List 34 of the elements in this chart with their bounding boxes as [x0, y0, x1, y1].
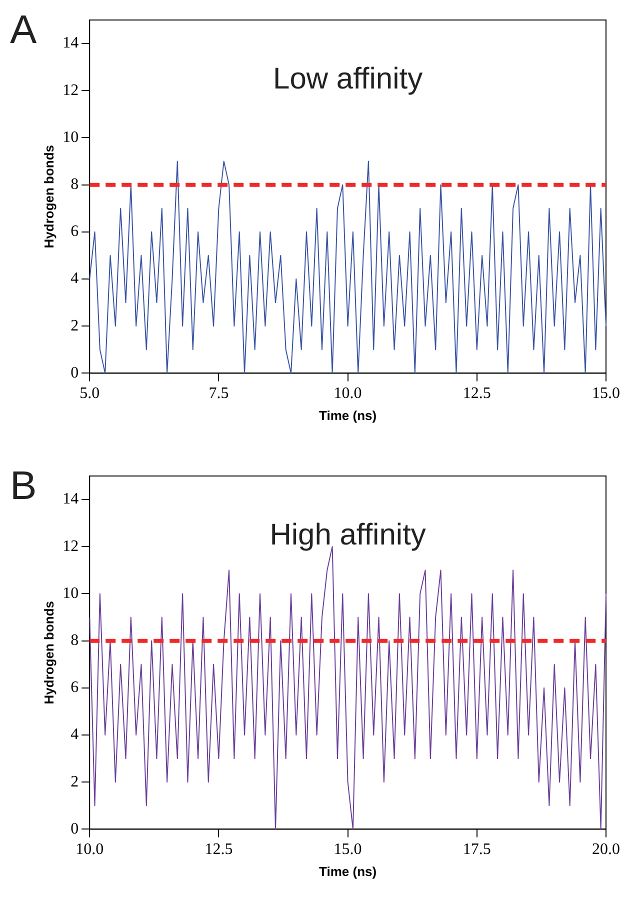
x-tick-label: 12.5 [462, 385, 491, 402]
y-tick-label: 2 [70, 317, 79, 334]
x-tick-label: 10.0 [76, 841, 104, 858]
y-tick-label: 0 [70, 364, 79, 382]
y-tick-label: 4 [70, 726, 79, 744]
text: B [10, 464, 37, 509]
y-tick-label: 10 [62, 128, 79, 146]
text: High affinity [270, 518, 426, 552]
y-tick-label: 4 [70, 270, 79, 288]
y-tick-label: 6 [70, 679, 79, 696]
x-tick-label: 10.0 [334, 385, 362, 402]
x-tick-label: 15.0 [592, 385, 620, 402]
y-tick-label: 14 [62, 490, 79, 508]
y-tick-label: 14 [62, 34, 79, 52]
y-tick-label: 8 [70, 632, 79, 650]
x-tick-label: 20.0 [592, 841, 620, 858]
x-tick-label: 5.0 [80, 385, 100, 402]
y-tick-label: 12 [62, 538, 79, 555]
y-tick-label: 10 [62, 584, 79, 602]
y-axis-title: Hydrogen bonds [41, 600, 56, 704]
y-tick-label: 2 [70, 773, 79, 790]
y-tick-label: 8 [70, 176, 79, 194]
x-tick-label: 12.5 [204, 841, 233, 858]
x-tick-label: 15.0 [334, 841, 362, 858]
x-tick-label: 7.5 [208, 385, 229, 402]
x-axis-title: Time (ns) [319, 408, 377, 423]
x-axis-title: Time (ns) [319, 864, 377, 879]
y-tick-label: 6 [70, 223, 79, 240]
x-tick-label: 17.5 [462, 841, 491, 858]
y-tick-label: 12 [62, 82, 79, 99]
text: A [10, 8, 37, 53]
text: Low affinity [273, 62, 423, 96]
y-tick-label: 0 [70, 820, 79, 838]
y-axis-title: Hydrogen bonds [41, 144, 56, 248]
